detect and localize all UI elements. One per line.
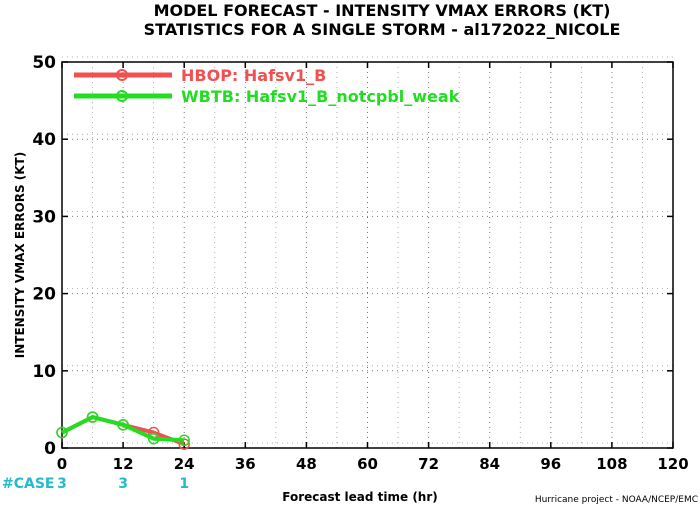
chart-subtitle: STATISTICS FOR A SINGLE STORM - al172022…	[144, 20, 621, 39]
legend-marker-2	[116, 90, 128, 102]
x-tick-label: 36	[235, 455, 256, 473]
y-tick-label: 20	[32, 285, 56, 305]
y-tick-label: 50	[32, 53, 56, 73]
legend-label-1: HBOP: Hafsv1_B	[181, 66, 326, 85]
x-tick-label: 108	[596, 455, 627, 473]
x-axis-label: Forecast lead time (hr)	[282, 490, 438, 504]
case-count: 1	[179, 476, 189, 492]
x-tick-label: 24	[174, 455, 195, 473]
x-tick-label: 12	[113, 455, 134, 473]
y-axis-label: INTENSITY VMAX ERRORS (KT)	[13, 152, 27, 358]
x-tick-label: 48	[296, 455, 317, 473]
x-tick-label: 60	[357, 455, 378, 473]
y-tick-label: 40	[32, 130, 56, 150]
data-point	[86, 411, 99, 423]
legend-label-2: WBTB: Hafsv1_B_notcpbl_weak	[181, 87, 460, 106]
case-count-row: #CASE 3 3 1	[2, 476, 189, 492]
data-point	[178, 434, 190, 447]
case-count: 3	[118, 476, 128, 492]
x-tick-label: 120	[657, 455, 688, 473]
y-tick-label: 30	[32, 207, 56, 227]
data-point	[117, 419, 129, 431]
x-tick-label: 0	[57, 455, 67, 473]
data-point	[56, 426, 68, 439]
plot-frame	[61, 61, 674, 449]
series-line-2	[61, 415, 185, 443]
series-lines	[56, 411, 190, 450]
legend-marker-1	[116, 69, 128, 81]
x-tick-label: 84	[479, 455, 500, 473]
case-count: 3	[57, 476, 67, 492]
x-tick-label: 96	[540, 455, 561, 473]
y-tick-label: 10	[32, 362, 56, 382]
data-point	[147, 432, 160, 445]
legend: HBOP: Hafsv1_B WBTB: Hafsv1_B_notcpbl_wea…	[74, 66, 460, 106]
x-tick-label: 72	[418, 455, 439, 473]
chart-title: MODEL FORECAST - INTENSITY VMAX ERRORS (…	[154, 1, 611, 20]
x-axis: 0 12 24 36 48 60 72 84 96 108 120	[57, 62, 689, 473]
y-tick-label: 0	[44, 439, 56, 459]
grid-lines	[62, 56, 673, 448]
credit-text: Hurricane project - NOAA/NCEP/EMC	[535, 495, 698, 505]
y-axis: 0 10 20 30 40 50	[32, 53, 673, 459]
case-row-label: #CASE	[2, 476, 55, 492]
